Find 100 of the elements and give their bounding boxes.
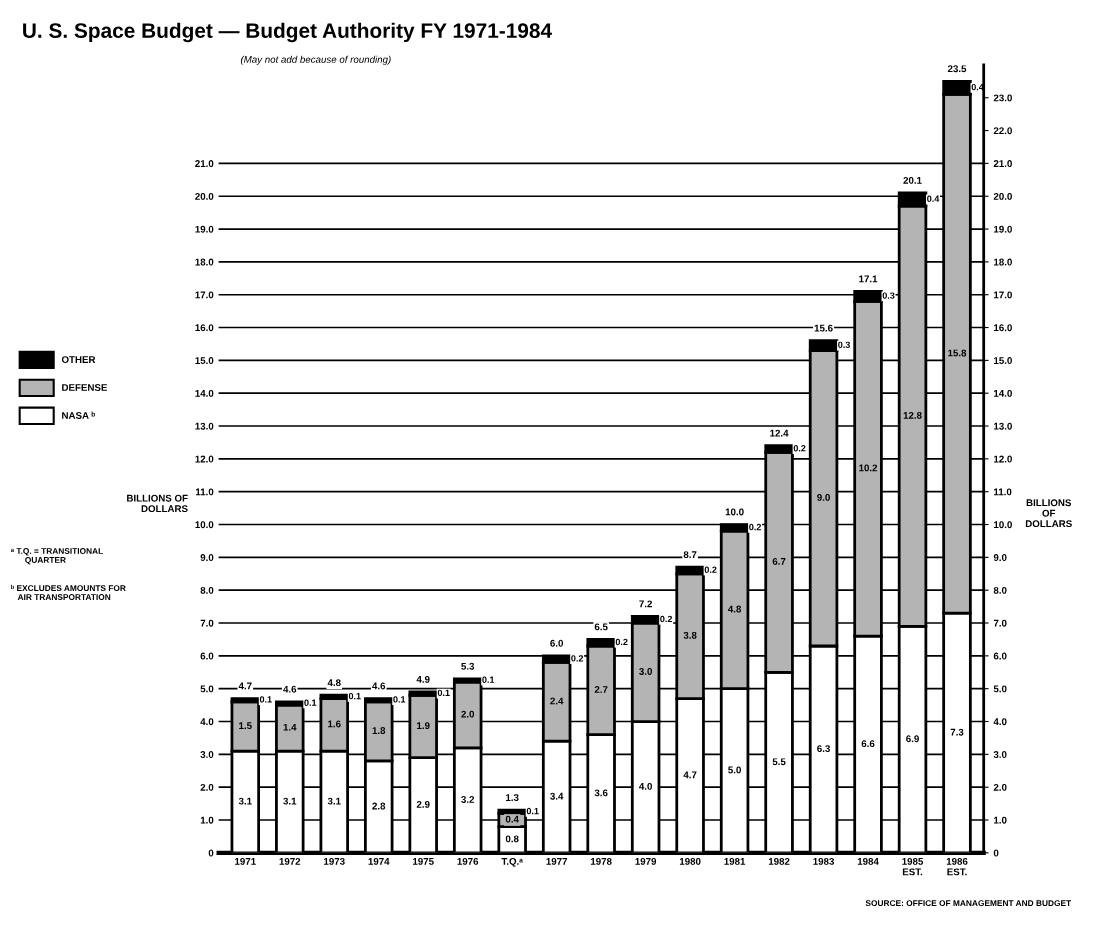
data-label: 0.2	[615, 638, 628, 646]
data-label: 4.0	[639, 782, 652, 790]
data-label: 2.8	[372, 802, 386, 810]
y2-tick-label: 5.0	[993, 685, 1007, 693]
data-label: 6.3	[817, 745, 830, 753]
data-label: 3.8	[683, 631, 697, 639]
y2-tick-label: 13.0	[994, 422, 1012, 430]
data-label: 0.2	[571, 655, 584, 662]
y-tick-label: 8.0	[200, 586, 214, 594]
y2-tick-label: 6.0	[993, 652, 1007, 660]
total-label: 12.4	[770, 429, 789, 437]
data-label: 0.2	[749, 523, 762, 531]
data-label: 0.1	[304, 699, 317, 706]
x-tick-label: 1979	[635, 857, 657, 865]
data-label: 3.2	[461, 796, 475, 803]
y-axis-title: BILLIONS OF DOLLARS	[127, 494, 188, 513]
x-tick-label: 1985 EST.	[902, 857, 924, 876]
y-tick-label: 18.0	[195, 258, 214, 266]
data-label: 0.4	[505, 815, 519, 823]
data-label: 15.8	[948, 349, 967, 357]
total-label: 15.6	[814, 324, 833, 332]
data-label: 6.9	[906, 735, 919, 743]
y-tick-label: 1.0	[200, 816, 214, 824]
y-tick-label: 12.0	[195, 455, 214, 463]
x-tick-label: 1977	[546, 857, 568, 865]
y-tick-label: 3.0	[200, 751, 214, 758]
y2-tick-label: 19.0	[994, 225, 1012, 233]
data-label: 0.8	[505, 835, 519, 843]
total-label: 5.3	[461, 662, 475, 670]
data-label: 0.1	[482, 676, 495, 683]
data-label: 0.2	[704, 566, 717, 573]
x-tick-label: 1973	[324, 857, 345, 865]
total-label: 6.5	[594, 623, 608, 631]
y-tick-label: 9.0	[200, 554, 214, 561]
data-label: 0.2	[660, 615, 673, 623]
data-label: 4.7	[683, 771, 697, 779]
x-tick-label: 1974	[368, 857, 390, 865]
y-tick-label: 20.0	[195, 192, 214, 200]
data-label: 0.2	[793, 445, 806, 452]
data-label: 3.1	[283, 797, 297, 805]
y-tick-label: 16.0	[195, 324, 214, 332]
data-label: 0.1	[437, 689, 450, 697]
data-label: 1.9	[417, 722, 430, 730]
data-label: 12.8	[903, 411, 922, 419]
total-label: 4.9	[416, 675, 430, 683]
x-tick-label: 1984	[857, 857, 879, 865]
y2-axis-title: BILLIONS OF DOLLARS	[1025, 499, 1072, 528]
total-label: 23.5	[947, 65, 967, 73]
y-tick-label: 0	[208, 849, 214, 857]
y2-tick-label: 7.0	[993, 619, 1007, 627]
total-label: 6.0	[550, 639, 564, 647]
total-label: 4.7	[238, 682, 252, 690]
legend-label: NASA ᵇ	[62, 411, 95, 419]
y2-tick-label: 3.0	[993, 751, 1007, 758]
text: ᵃ T.Q. = TRANSITIONAL QUARTER	[11, 548, 103, 565]
data-label: 0.3	[882, 292, 895, 299]
y-tick-label: 14.0	[195, 389, 214, 397]
data-label: 10.2	[859, 464, 878, 472]
y-tick-label: 2.0	[200, 783, 214, 791]
y-tick-label: 17.0	[195, 291, 214, 299]
total-label: 10.0	[725, 508, 744, 516]
y2-tick-label: 18.0	[994, 258, 1012, 266]
x-tick-label: T.Q.ᵃ	[501, 857, 523, 867]
data-label: 0.4	[927, 195, 940, 202]
data-label: 7.3	[950, 728, 964, 736]
data-label: 0.1	[526, 807, 539, 815]
data-label: 4.8	[727, 605, 742, 613]
y2-tick-label: 0	[993, 849, 999, 857]
y-tick-label: 10.0	[195, 521, 214, 529]
y2-tick-label: 17.0	[994, 291, 1012, 299]
x-tick-label: 1981	[724, 857, 746, 865]
y2-tick-label: 20.0	[993, 192, 1012, 200]
total-label: 17.1	[859, 275, 878, 283]
y2-tick-label: 16.0	[994, 324, 1012, 332]
data-label: 3.1	[327, 797, 341, 805]
data-label: 1.5	[239, 722, 252, 730]
y2-tick-label: 1.0	[994, 816, 1007, 824]
x-tick-label: 1978	[590, 857, 612, 865]
x-tick-label: 1980	[679, 857, 701, 865]
data-label: 6.7	[772, 558, 786, 565]
x-tick-label: 1986 EST.	[946, 857, 968, 876]
y2-tick-label: 8.0	[993, 586, 1007, 594]
text: ᵇ EXCLUDES AMOUNTS FOR AIR TRANSPORTATION	[11, 584, 126, 601]
y-tick-label: 15.0	[195, 357, 214, 364]
y-tick-label: 4.0	[200, 718, 214, 726]
total-label: 4.8	[327, 679, 341, 687]
y2-tick-label: 11.0	[994, 488, 1012, 496]
data-label: 5.5	[772, 758, 786, 766]
data-label: 3.6	[594, 789, 608, 797]
y-tick-label: 11.0	[195, 488, 214, 496]
y2-tick-label: 12.0	[994, 455, 1012, 463]
y2-tick-label: 22.0	[993, 127, 1012, 135]
x-tick-label: 1972	[279, 857, 301, 865]
y-tick-label: 19.0	[195, 225, 214, 233]
legend-label: DEFENSE	[62, 384, 108, 391]
data-label: 0.1	[348, 692, 361, 700]
data-label: 5.0	[728, 766, 741, 774]
data-label: 1.4	[283, 723, 297, 731]
total-label: 4.6	[372, 682, 386, 690]
y2-tick-label: 23.0	[993, 94, 1012, 102]
